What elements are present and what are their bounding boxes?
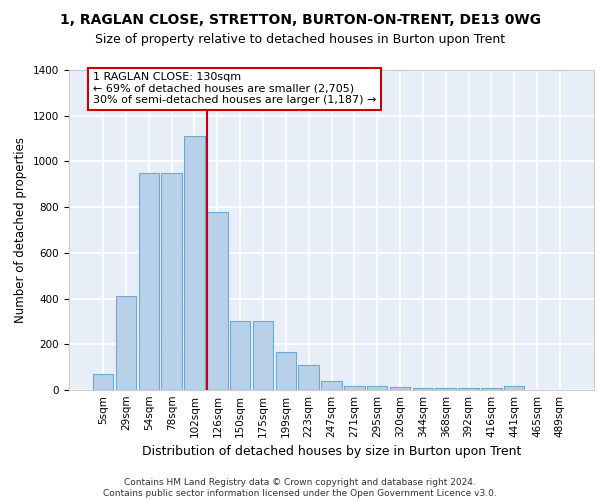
Bar — [230, 322, 250, 390]
Bar — [436, 388, 456, 390]
Bar — [116, 296, 136, 390]
Bar — [161, 173, 182, 390]
Text: 1 RAGLAN CLOSE: 130sqm
← 69% of detached houses are smaller (2,705)
30% of semi-: 1 RAGLAN CLOSE: 130sqm ← 69% of detached… — [93, 72, 376, 106]
Bar — [139, 173, 159, 390]
Y-axis label: Number of detached properties: Number of detached properties — [14, 137, 28, 323]
Bar — [207, 212, 227, 390]
Bar — [253, 322, 273, 390]
Bar — [344, 386, 365, 390]
Bar — [321, 382, 342, 390]
Bar — [298, 366, 319, 390]
Text: Size of property relative to detached houses in Burton upon Trent: Size of property relative to detached ho… — [95, 32, 505, 46]
Bar — [390, 386, 410, 390]
Bar — [275, 352, 296, 390]
Bar — [413, 388, 433, 390]
Text: Contains HM Land Registry data © Crown copyright and database right 2024.
Contai: Contains HM Land Registry data © Crown c… — [103, 478, 497, 498]
Bar — [481, 388, 502, 390]
Text: 1, RAGLAN CLOSE, STRETTON, BURTON-ON-TRENT, DE13 0WG: 1, RAGLAN CLOSE, STRETTON, BURTON-ON-TRE… — [59, 12, 541, 26]
Bar — [93, 374, 113, 390]
X-axis label: Distribution of detached houses by size in Burton upon Trent: Distribution of detached houses by size … — [142, 446, 521, 458]
Bar — [184, 136, 205, 390]
Bar — [458, 388, 479, 390]
Bar — [504, 386, 524, 390]
Bar — [367, 386, 388, 390]
